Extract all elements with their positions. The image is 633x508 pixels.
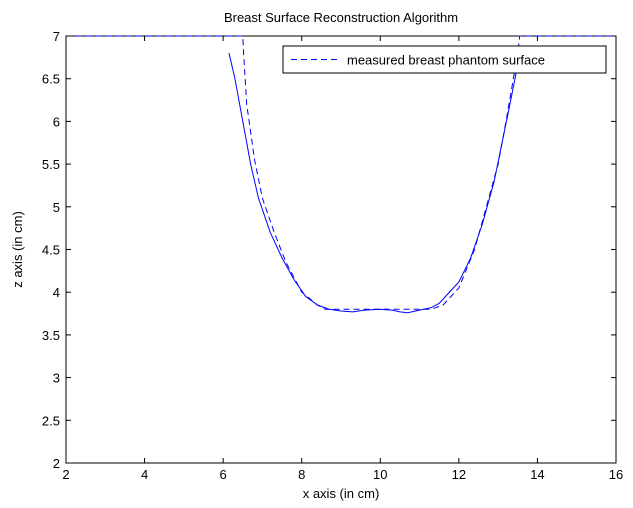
x-tick-label: 6 [220, 467, 227, 482]
y-tick-label: 4.5 [42, 243, 60, 258]
y-tick-label: 4 [53, 285, 60, 300]
y-tick-label: 3 [53, 371, 60, 386]
axis-ticks: 2 4 6 8 10 12 14 16 2 2.5 3 3.5 4 4.5 5 5.5 6 6.5 7 [42, 29, 623, 482]
plot-area [65, 35, 617, 464]
x-tick-label: 8 [298, 467, 305, 482]
y-tick-label: 5.5 [42, 157, 60, 172]
legend: measured breast phantom surface [282, 45, 607, 74]
chart-title: Breast Surface Reconstruction Algorithm [224, 10, 458, 25]
x-tick-label: 10 [373, 467, 387, 482]
y-tick-label: 2 [53, 456, 60, 471]
y-tick-label: 3.5 [42, 328, 60, 343]
x-tick-label: 2 [62, 467, 69, 482]
x-axis-label: x axis (in cm) [303, 486, 380, 501]
y-tick-label: 2.5 [42, 413, 60, 428]
y-tick-label: 6.5 [42, 72, 60, 87]
x-tick-label: 12 [452, 467, 466, 482]
series-line-reconstructed [228, 52, 521, 314]
chart-marks [66, 35, 616, 314]
y-tick-label: 6 [53, 114, 60, 129]
y-tick-label: 5 [53, 200, 60, 215]
y-tick-label: 7 [53, 29, 60, 44]
y-axis-label: z axis (in cm) [10, 211, 25, 288]
x-tick-label: 16 [609, 467, 623, 482]
x-tick-label: 14 [530, 467, 544, 482]
legend-label: measured breast phantom surface [347, 53, 545, 68]
series-line-measured [66, 35, 616, 310]
x-tick-label: 4 [141, 467, 148, 482]
